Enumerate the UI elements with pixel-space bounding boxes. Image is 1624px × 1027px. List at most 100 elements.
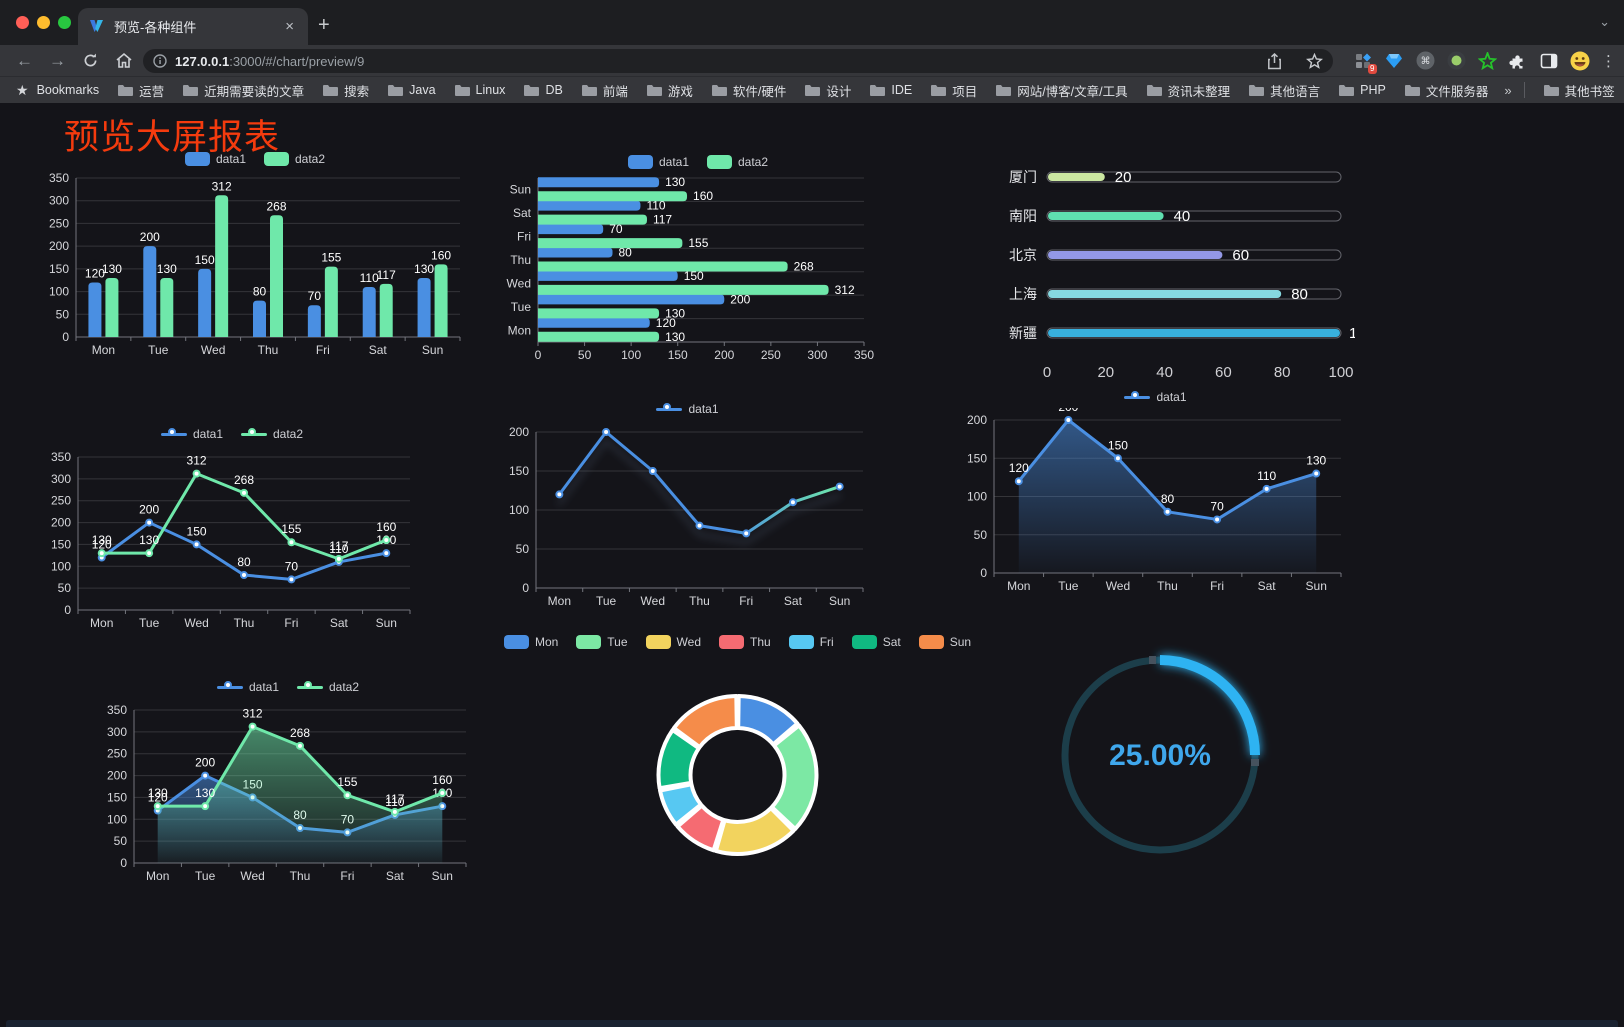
pie-slice[interactable] bbox=[769, 723, 819, 831]
legend-item[interactable]: data2 bbox=[264, 152, 325, 166]
x-axis-label: Sun bbox=[1306, 579, 1327, 593]
legend-item[interactable]: data2 bbox=[297, 680, 359, 694]
bookmark-star-icon[interactable] bbox=[1306, 53, 1323, 69]
point-value-label: 110 bbox=[1257, 469, 1276, 483]
axis-label: 100 bbox=[1328, 364, 1353, 381]
legend-item[interactable]: data2 bbox=[707, 155, 768, 169]
legend-item[interactable]: Thu bbox=[719, 635, 771, 649]
bookmark-folder[interactable]: DB bbox=[523, 83, 563, 97]
legend-item[interactable]: Tue bbox=[576, 635, 628, 649]
close-window-button[interactable] bbox=[16, 16, 29, 29]
bar-value-label: 130 bbox=[414, 262, 434, 276]
pie-slice[interactable] bbox=[671, 694, 739, 750]
y-axis-label: 150 bbox=[49, 262, 69, 276]
y-axis-label: 300 bbox=[49, 194, 69, 208]
profile-avatar[interactable] bbox=[1570, 51, 1590, 71]
data-point bbox=[1213, 515, 1222, 524]
back-button[interactable]: ← bbox=[16, 50, 33, 70]
minimize-window-button[interactable] bbox=[37, 16, 50, 29]
share-icon[interactable] bbox=[1267, 52, 1282, 70]
address-bar[interactable]: 127.0.0.1:3000/#/chart/preview/9 bbox=[143, 49, 1333, 73]
y-axis-label: Fri bbox=[517, 230, 531, 244]
other-bookmarks-folder[interactable]: 其他书签 bbox=[1543, 81, 1615, 100]
bookmark-folder[interactable]: 资讯未整理 bbox=[1146, 81, 1230, 100]
legend-item[interactable]: data1 bbox=[627, 155, 689, 169]
bookmark-folder[interactable]: 搜索 bbox=[322, 81, 369, 100]
bookmark-folder[interactable]: Linux bbox=[454, 83, 505, 97]
bookmarks-overflow-icon[interactable]: » bbox=[1504, 82, 1512, 98]
browser-menu-icon[interactable]: ⋮ bbox=[1601, 52, 1616, 70]
chart-legend: data1 bbox=[958, 386, 1353, 408]
pie-slice[interactable] bbox=[656, 728, 701, 791]
legend-item[interactable]: data1 bbox=[160, 427, 223, 441]
x-axis-label: Sat bbox=[330, 616, 349, 630]
bookmark-folder[interactable]: 近期需要读的文章 bbox=[182, 81, 304, 100]
bar bbox=[538, 177, 660, 188]
maximize-window-button[interactable] bbox=[58, 16, 71, 29]
bookmark-folder[interactable]: 设计 bbox=[804, 81, 851, 100]
folder-icon bbox=[931, 84, 947, 96]
legend-item[interactable]: Sun bbox=[918, 635, 971, 649]
bookmark-folder[interactable]: 其他语言 bbox=[1248, 81, 1320, 100]
legend-item[interactable]: Fri bbox=[788, 635, 834, 649]
bar-value-label: 150 bbox=[195, 253, 215, 267]
extension-star-icon[interactable] bbox=[1477, 51, 1497, 71]
site-info-icon[interactable] bbox=[153, 54, 167, 68]
legend-item[interactable]: data1 bbox=[184, 152, 246, 166]
extension-gem-icon[interactable] bbox=[1384, 51, 1404, 71]
bookmarks-star-icon[interactable]: ★ bbox=[16, 81, 29, 98]
data-point bbox=[1113, 454, 1122, 463]
bookmark-folder[interactable]: Java bbox=[387, 83, 436, 97]
sidebar-toggle-icon[interactable] bbox=[1539, 51, 1559, 71]
tab-close-icon[interactable]: × bbox=[285, 18, 294, 35]
pie-slice[interactable] bbox=[736, 694, 800, 747]
extension-grid-icon[interactable]: 9 bbox=[1353, 51, 1377, 74]
pie-slice[interactable] bbox=[713, 806, 796, 856]
legend-item[interactable]: data1 bbox=[216, 680, 279, 694]
legend-marker bbox=[297, 681, 323, 693]
extension-record-icon[interactable] bbox=[1446, 51, 1466, 71]
forward-button[interactable]: → bbox=[49, 50, 66, 70]
y-axis-label: 100 bbox=[51, 559, 71, 573]
bar bbox=[538, 191, 688, 202]
y-axis-label: 150 bbox=[51, 537, 71, 551]
dashboard-page: 预览大屏报表 data1 data2 0 50 100 150 200 250 300 350 Mo… bbox=[0, 103, 1624, 1027]
x-axis-label: 350 bbox=[854, 348, 874, 362]
bookmark-folder[interactable]: 文件服务器 bbox=[1404, 81, 1488, 100]
bookmark-folder[interactable]: 游戏 bbox=[646, 81, 693, 100]
new-tab-button[interactable]: + bbox=[318, 14, 330, 36]
reload-button[interactable] bbox=[82, 52, 99, 69]
tab-search-icon[interactable]: ⌄ bbox=[1599, 14, 1610, 29]
legend-label: data1 bbox=[1156, 390, 1187, 404]
data-point bbox=[835, 482, 844, 491]
x-axis-label: 250 bbox=[761, 348, 781, 362]
extensions-puzzle-icon[interactable] bbox=[1508, 51, 1528, 71]
folder-icon bbox=[805, 84, 821, 96]
bookmark-folder[interactable]: IDE bbox=[869, 83, 912, 97]
x-axis-label: Sat bbox=[1258, 579, 1277, 593]
donut-chart: Mon Tue Wed Thu Fri Sat Sun bbox=[503, 631, 971, 871]
legend-item[interactable]: data2 bbox=[241, 427, 303, 441]
point-value-label: 200 bbox=[139, 503, 159, 517]
bookmarks-root[interactable]: Bookmarks bbox=[37, 83, 100, 97]
bookmark-folder[interactable]: PHP bbox=[1338, 83, 1386, 97]
legend-item[interactable]: data1 bbox=[1124, 390, 1187, 404]
extension-badge: 9 bbox=[1367, 63, 1377, 74]
browser-tab[interactable]: 预览-各种组件 × bbox=[78, 8, 308, 45]
bookmark-folder[interactable]: 网站/博客/文章/工具 bbox=[995, 81, 1128, 100]
bookmark-folder[interactable]: 项目 bbox=[930, 81, 977, 100]
bookmark-folder[interactable]: 软件/硬件 bbox=[711, 81, 786, 100]
home-button[interactable] bbox=[115, 52, 133, 69]
point-value-label: 110 bbox=[329, 542, 348, 556]
legend-item[interactable]: Mon bbox=[503, 635, 558, 649]
legend-item[interactable]: Wed bbox=[645, 635, 701, 649]
pie-slice[interactable] bbox=[658, 782, 703, 827]
legend-item[interactable]: data1 bbox=[656, 402, 719, 416]
bar bbox=[307, 305, 321, 337]
legend-item[interactable]: Sat bbox=[851, 635, 901, 649]
data-point bbox=[382, 549, 391, 558]
extension-command-icon[interactable]: ⌘ bbox=[1415, 51, 1435, 71]
bookmark-label: Java bbox=[409, 83, 436, 97]
bookmark-folder[interactable]: 运营 bbox=[117, 81, 164, 100]
bookmark-folder[interactable]: 前端 bbox=[581, 81, 628, 100]
